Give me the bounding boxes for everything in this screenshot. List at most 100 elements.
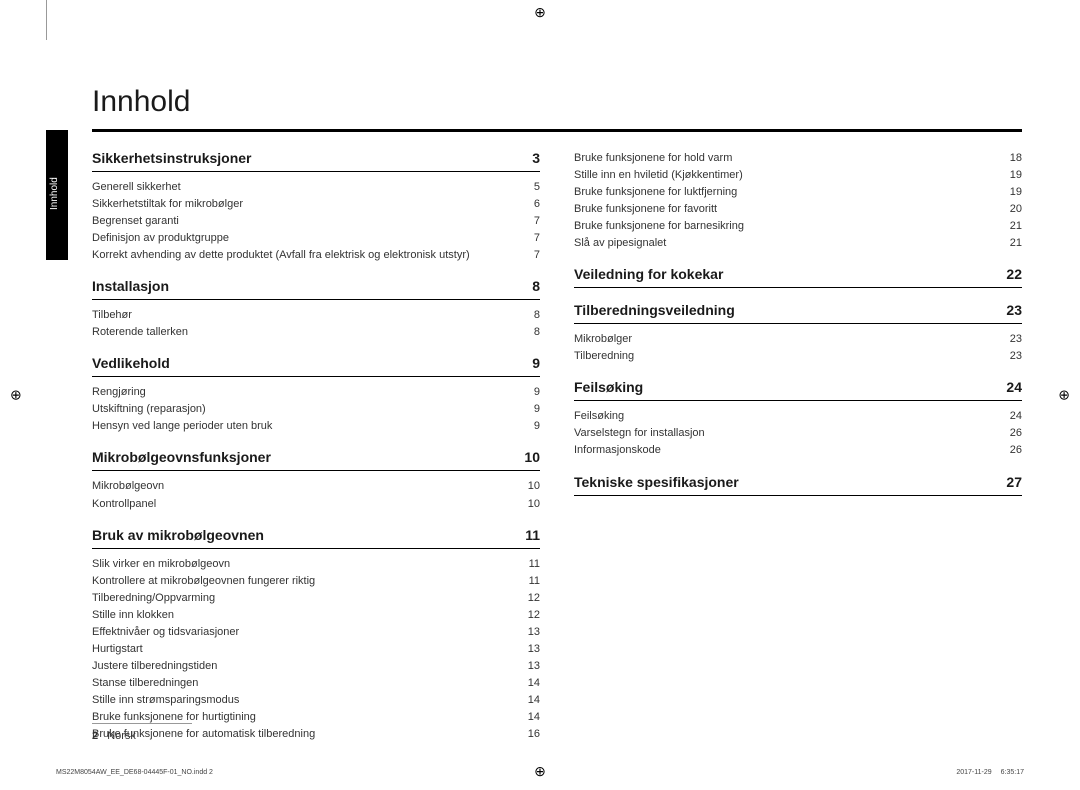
toc-entry: Roterende tallerken 8: [92, 324, 540, 341]
toc-entry: Bruke funksjonene for luktfjerning 19: [574, 184, 1022, 201]
toc-entry: Justere tilberedningstiden 13: [92, 658, 540, 675]
toc-entry-label: Korrekt avhending av dette produktet (Av…: [92, 247, 478, 264]
toc-entry: Slik virker en mikrobølgeovn11: [92, 556, 540, 573]
toc-column-left: Sikkerhetsinstruksjoner3Generell sikkerh…: [92, 150, 540, 743]
toc-section-label: Tekniske spesifikasjoner: [574, 474, 739, 490]
toc-entry-label: Roterende tallerken: [92, 324, 196, 341]
toc-entry-page: 6: [526, 196, 540, 213]
print-meta-file: MS22M8054AW_EE_DE68-04445F-01_NO.indd 2: [56, 769, 213, 776]
toc-entry-page: 8: [526, 307, 540, 324]
toc-entry: Hurtigstart 13: [92, 641, 540, 658]
toc-section-page: 9: [524, 355, 540, 371]
toc-entry-page: 14: [520, 692, 540, 709]
toc-section-label: Feilsøking: [574, 379, 643, 395]
title-rule: [92, 129, 1022, 132]
toc-section-heading: Installasjon8: [92, 278, 540, 300]
toc-entry-page: 24: [1002, 408, 1022, 425]
toc-entry: Bruke funksjonene for favoritt20: [574, 201, 1022, 218]
toc-section-page: 24: [998, 379, 1022, 395]
page-title: Innhold: [92, 85, 1022, 119]
toc-section-page: 10: [516, 449, 540, 465]
toc-entry-page: 18: [1002, 150, 1022, 167]
toc-entry-label: Informasjonskode: [574, 442, 669, 459]
toc-entry-page: 9: [526, 401, 540, 418]
toc-section-heading: Tilberedningsveiledning 23: [574, 302, 1022, 324]
toc-entry-label: Stille inn en hviletid (Kjøkkentimer): [574, 167, 751, 184]
toc-entry-page: 13: [520, 658, 540, 675]
toc-entry-label: Bruke funksjonene for luktfjerning: [574, 184, 745, 201]
toc-entry: Stanse tilberedningen 14: [92, 675, 540, 692]
toc-section-page: 27: [998, 474, 1022, 490]
toc-entry-page: 13: [520, 641, 540, 658]
toc-section-page: 11: [517, 527, 540, 543]
toc-section-heading: Tekniske spesifikasjoner 27: [574, 474, 1022, 496]
toc-entry-page: 7: [526, 213, 540, 230]
toc-entry-page: 12: [520, 607, 540, 624]
toc-section-label: Mikrobølgeovnsfunksjoner: [92, 449, 271, 465]
toc-entry-label: Begrenset garanti: [92, 213, 187, 230]
toc-entry-page: 11: [521, 573, 540, 590]
toc-entry-label: Mikrobølgeovn: [92, 478, 172, 495]
toc-entry-label: Stille inn strømsparingsmodus: [92, 692, 247, 709]
toc-entry-label: Tilbehør: [92, 307, 140, 324]
toc-entry-label: Hurtigstart: [92, 641, 151, 658]
toc-entry: Informasjonskode 26: [574, 442, 1022, 459]
toc-entry-page: 13: [520, 624, 540, 641]
toc-section-page: 23: [998, 302, 1022, 318]
toc-entry-label: Definisjon av produktgruppe: [92, 230, 237, 247]
toc-entry-page: 8: [526, 324, 540, 341]
toc-entry-page: 10: [520, 496, 540, 513]
toc-section-heading: Sikkerhetsinstruksjoner3: [92, 150, 540, 172]
toc-entry: Mikrobølgeovn 10: [92, 478, 540, 495]
toc-section-heading: Bruk av mikrobølgeovnen11: [92, 527, 540, 549]
toc-entry-label: Sikkerhetstiltak for mikrobølger: [92, 196, 251, 213]
toc-section-heading: Veiledning for kokekar22: [574, 266, 1022, 288]
toc-entry-label: Bruke funksjonene for barnesikring: [574, 218, 752, 235]
toc-entry-label: Justere tilberedningstiden: [92, 658, 225, 675]
toc-section-label: Installasjon: [92, 278, 169, 294]
toc-column-right: Bruke funksjonene for hold varm18Stille …: [574, 150, 1022, 743]
toc-entry-label: Tilberedning/Oppvarming: [92, 590, 223, 607]
toc-entry-page: 5: [526, 179, 540, 196]
toc-entry: Mikrobølger23: [574, 331, 1022, 348]
toc-entry-label: Rengjøring: [92, 384, 154, 401]
toc-entry-page: 7: [526, 247, 540, 264]
toc-entry-page: 26: [1002, 442, 1022, 459]
toc-entry-page: 14: [520, 709, 540, 726]
print-meta-date: 2017-11-29 ⠀ 6:35:17: [956, 768, 1024, 776]
side-tab-label: Innhold: [49, 177, 60, 210]
toc-entry: Korrekt avhending av dette produktet (Av…: [92, 247, 540, 264]
toc-entry-label: Kontrollere at mikrobølgeovnen fungerer …: [92, 573, 323, 590]
toc-entry-label: Hensyn ved lange perioder uten bruk: [92, 418, 280, 435]
toc-entry: Tilbehør 8: [92, 307, 540, 324]
toc-entry: Begrenset garanti 7: [92, 213, 540, 230]
toc-entry-page: 26: [1002, 425, 1022, 442]
toc-entry-page: 10: [520, 478, 540, 495]
toc-entry: Stille inn en hviletid (Kjøkkentimer)19: [574, 167, 1022, 184]
toc-entry-label: Kontrollpanel: [92, 496, 164, 513]
toc-entry-page: 9: [526, 418, 540, 435]
toc-entry-page: 14: [520, 675, 540, 692]
registration-mark-icon: ⊕: [10, 387, 22, 404]
page-content: Innhold Sikkerhetsinstruksjoner3Generell…: [92, 85, 1022, 743]
toc-entry-label: Stanse tilberedningen: [92, 675, 206, 692]
toc-entry-page: 19: [1002, 184, 1022, 201]
toc-entry: Slå av pipesignalet21: [574, 235, 1022, 252]
toc-entry-page: 11: [521, 556, 540, 573]
registration-mark-icon: ⊕: [1058, 387, 1070, 404]
toc-entry: Rengjøring9: [92, 384, 540, 401]
toc-entry: Varselstegn for installasjon26: [574, 425, 1022, 442]
toc-entry: Tilberedning23: [574, 348, 1022, 365]
toc-entry: Utskiftning (reparasjon)9: [92, 401, 540, 418]
toc-section-label: Vedlikehold: [92, 355, 170, 371]
toc-entry-page: 16: [520, 726, 540, 743]
toc-section-page: 22: [998, 266, 1022, 282]
toc-entry: Sikkerhetstiltak for mikrobølger 6: [92, 196, 540, 213]
toc-entry-label: Effektnivåer og tidsvariasjoner: [92, 624, 247, 641]
toc-section-label: Tilberedningsveiledning: [574, 302, 735, 318]
toc-entry: Kontrollpanel 10: [92, 496, 540, 513]
toc-entry: Hensyn ved lange perioder uten bruk 9: [92, 418, 540, 435]
toc-entry: Kontrollere at mikrobølgeovnen fungerer …: [92, 573, 540, 590]
toc-entry-label: Feilsøking: [574, 408, 632, 425]
toc-entry-label: Stille inn klokken: [92, 607, 182, 624]
